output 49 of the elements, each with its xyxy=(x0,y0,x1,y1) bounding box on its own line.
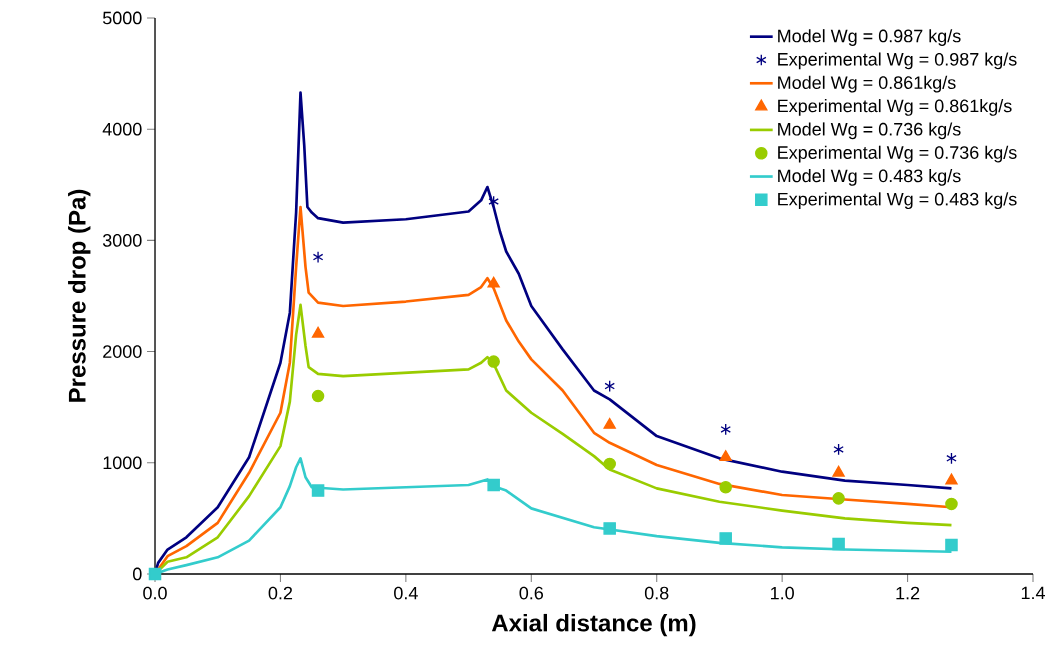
y-tick-label: 1000 xyxy=(103,456,142,470)
x-tick-label: 0.8 xyxy=(644,586,669,600)
point xyxy=(148,567,162,581)
point xyxy=(487,355,500,368)
point xyxy=(603,457,616,471)
point xyxy=(488,195,499,208)
point xyxy=(603,522,616,535)
x-tick-label: 0.2 xyxy=(268,586,293,600)
point xyxy=(311,484,325,497)
point xyxy=(719,532,732,545)
y-tick-label: 5000 xyxy=(102,11,142,25)
point xyxy=(946,452,957,465)
point xyxy=(945,497,958,511)
x-tick-label: 0.4 xyxy=(394,586,418,600)
legend-label: Experimental Wg = 0.987 kg/s xyxy=(778,52,1017,70)
y-axis-title: Pressure drop (Pa) xyxy=(68,189,91,402)
point xyxy=(833,443,844,456)
point xyxy=(945,473,958,485)
point xyxy=(487,478,500,492)
x-tick-label: 0.0 xyxy=(143,586,167,600)
point xyxy=(311,326,325,338)
y-tick-label: 4000 xyxy=(102,122,142,136)
point xyxy=(719,480,732,494)
x-tick-label: 1.2 xyxy=(896,586,920,600)
point xyxy=(312,251,324,264)
legend-label: Experimental Wg = 0.736 kg/s xyxy=(778,145,1017,163)
legend-label: Model Wg = 0.861kg/s xyxy=(778,75,956,93)
point xyxy=(945,538,958,552)
x-tick-label: 1.0 xyxy=(771,586,794,600)
x-axis-title: Axial distance (m) xyxy=(491,613,696,637)
legend-label: Model Wg = 0.987 kg/s xyxy=(778,29,961,46)
y-tick-label: 2000 xyxy=(103,345,142,358)
point xyxy=(832,465,845,477)
point xyxy=(719,450,732,462)
y-tick-label: 3000 xyxy=(102,234,142,247)
point xyxy=(832,492,845,505)
legend-label: Model Wg = 0.736 kg/s xyxy=(778,122,961,140)
legend-label: Experimental Wg = 0.483 kg/s xyxy=(778,192,1017,210)
point xyxy=(603,417,616,429)
point xyxy=(311,389,325,403)
x-tick-label: 0.6 xyxy=(519,586,544,600)
y-tick-label: 0 xyxy=(133,567,142,581)
point xyxy=(604,380,615,393)
point xyxy=(487,276,500,288)
legend-label: Experimental Wg = 0.861kg/s xyxy=(778,99,1012,116)
legend-label: Model Wg = 0.483 kg/s xyxy=(778,169,961,186)
point xyxy=(720,423,731,436)
x-tick-label: 1.4 xyxy=(1021,586,1045,600)
point xyxy=(832,537,845,551)
